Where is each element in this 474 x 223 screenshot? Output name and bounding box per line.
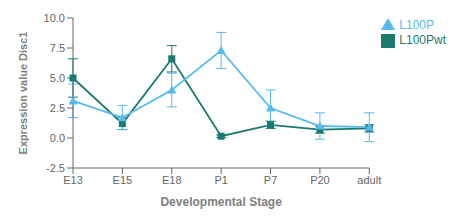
svg-text:2.5: 2.5 <box>50 102 65 114</box>
svg-text:-2.5: -2.5 <box>46 162 65 174</box>
svg-text:0.0: 0.0 <box>50 132 65 144</box>
svg-text:Expression value Disc1: Expression value Disc1 <box>17 32 29 155</box>
html-text:L100Pwt: L100Pwt <box>399 32 446 47</box>
html-text:L100P: L100P <box>399 18 434 32</box>
svg-text:P7: P7 <box>264 174 277 186</box>
svg-text:adult: adult <box>357 174 381 186</box>
svg-text:7.5: 7.5 <box>50 42 65 54</box>
svg-text:E18: E18 <box>162 174 182 186</box>
svg-text:E15: E15 <box>113 174 133 186</box>
svg-text:P20: P20 <box>310 174 330 186</box>
svg-text:E13: E13 <box>63 174 83 186</box>
svg-text:10.0: 10.0 <box>44 12 65 24</box>
svg-text:Developmental Stage: Developmental Stage <box>160 195 282 209</box>
svg-text:5.0: 5.0 <box>50 72 65 84</box>
svg-text:P1: P1 <box>214 174 227 186</box>
